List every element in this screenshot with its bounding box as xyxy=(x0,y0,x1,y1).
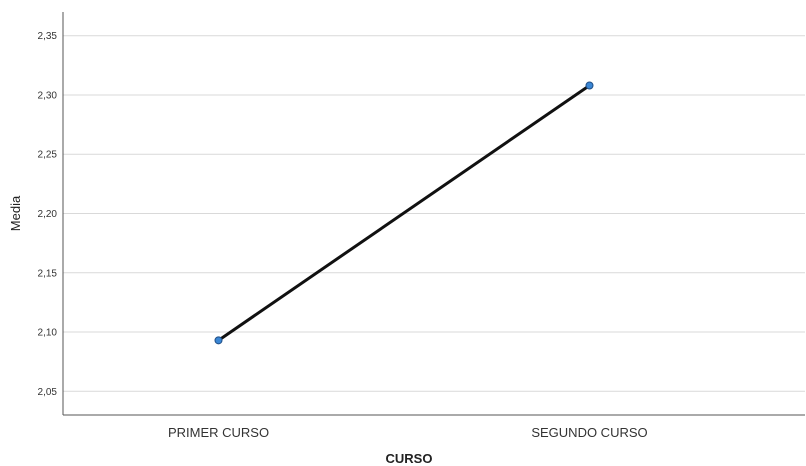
data-point xyxy=(214,336,223,345)
y-tick-labels: 2,05 2,10 2,15 2,20 2,25 2,30 2,35 xyxy=(38,31,58,398)
axes xyxy=(62,12,805,416)
y-tick-label: 2,25 xyxy=(38,150,58,161)
x-category-label: SEGUNDO CURSO xyxy=(531,425,647,440)
y-tick-label: 2,15 xyxy=(38,268,58,279)
y-tick-label: 2,20 xyxy=(38,209,58,220)
series xyxy=(214,81,594,345)
y-tick-label: 2,35 xyxy=(38,31,58,42)
series-line xyxy=(217,83,591,342)
y-tick-label: 2,30 xyxy=(38,90,58,101)
y-tick-label: 2,10 xyxy=(38,328,58,339)
grid-lines xyxy=(63,35,805,392)
y-axis-title: Media xyxy=(8,195,23,231)
x-category-labels: PRIMER CURSO SEGUNDO CURSO xyxy=(168,425,648,440)
x-axis-title: CURSO xyxy=(386,451,433,466)
data-point xyxy=(585,81,594,90)
x-category-label: PRIMER CURSO xyxy=(168,425,269,440)
y-tick-label: 2,05 xyxy=(38,387,58,398)
